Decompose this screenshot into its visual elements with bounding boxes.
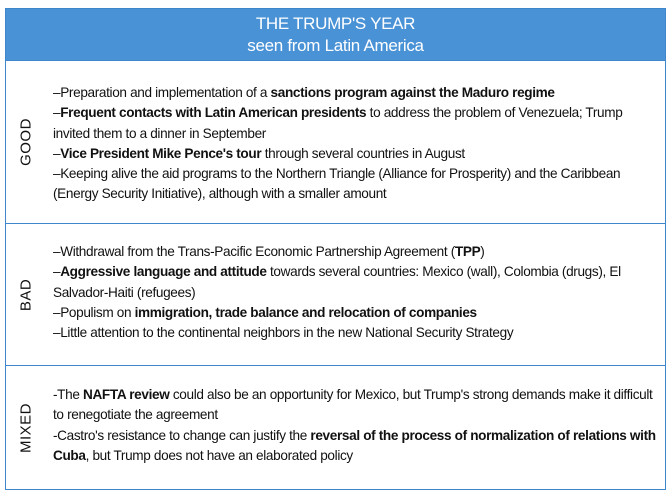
- item-list: –Preparation and implementation of a san…: [53, 83, 661, 205]
- list-item: –Keeping alive the aid programs to the N…: [53, 164, 661, 205]
- section-label: GOOD: [17, 118, 35, 166]
- bold-text: reversal of the process of normalization…: [53, 427, 656, 463]
- item-list: -The NAFTA review could also be an oppor…: [53, 385, 661, 466]
- text: could also be an opportunity for Mexico,…: [53, 387, 653, 423]
- bold-text: sanctions program against the Maduro reg…: [270, 85, 555, 100]
- text: towards several countries: Mexico (wall)…: [53, 264, 621, 300]
- text: , but Trump does not have an elaborated …: [85, 447, 354, 463]
- text: –Withdrawal from the Trans-Pacific Econo…: [53, 244, 455, 259]
- list-item: -The NAFTA review could also be an oppor…: [53, 385, 661, 426]
- text: through several countries in August: [261, 145, 465, 161]
- section-label: MIXED: [17, 402, 35, 453]
- text: –: [53, 264, 61, 280]
- text: –Keeping alive the aid programs to the N…: [53, 166, 621, 202]
- bold-text: Aggressive language and attitude: [60, 264, 267, 280]
- text: to address the problem of Venezuela; Tru…: [53, 105, 623, 141]
- list-item: –Populism on immigration, trade balance …: [53, 303, 661, 323]
- bold-text: Vice President Mike Pence's tour: [60, 145, 262, 161]
- text: –: [53, 105, 61, 121]
- list-item: –Vice President Mike Pence's tour throug…: [53, 144, 661, 164]
- bold-text: NAFTA review: [82, 387, 170, 402]
- section-mixed: MIXED -The NAFTA review could also be an…: [6, 366, 665, 489]
- list-item: –Frequent contacts with Latin American p…: [53, 103, 661, 144]
- list-item: -Castro's resistance to change can justi…: [53, 426, 661, 467]
- bold-text: immigration, trade balance and relocatio…: [134, 304, 478, 320]
- subtitle: seen from Latin America: [247, 36, 424, 55]
- bold-text: Frequent contacts with Latin American pr…: [60, 105, 367, 121]
- bold-text: TPP: [454, 244, 481, 259]
- text: –Preparation and implementation of a: [53, 85, 271, 100]
- section-label: BAD: [17, 278, 35, 311]
- text: –Populism on: [53, 304, 135, 320]
- text: –: [53, 145, 61, 161]
- list-item: –Preparation and implementation of a san…: [53, 83, 661, 103]
- section-good: GOOD –Preparation and implementation of …: [6, 61, 665, 224]
- list-item: –Aggressive language and attitude toward…: [53, 262, 661, 303]
- item-list: –Withdrawal from the Trans-Pacific Econo…: [53, 242, 661, 343]
- section-bad: BAD –Withdrawal from the Trans-Pacific E…: [6, 224, 665, 366]
- text: -Castro's resistance to change can justi…: [53, 427, 311, 443]
- table-header: THE TRUMP'S YEAR seen from Latin America: [6, 9, 665, 61]
- summary-table: THE TRUMP'S YEAR seen from Latin America…: [5, 8, 666, 490]
- text: ): [480, 244, 485, 259]
- list-item: –Little attention to the continental nei…: [53, 323, 661, 343]
- title: THE TRUMP'S YEAR: [255, 14, 416, 33]
- text: –Little attention to the continental nei…: [53, 325, 514, 341]
- list-item: –Withdrawal from the Trans-Pacific Econo…: [53, 242, 661, 262]
- text: -The: [53, 387, 83, 402]
